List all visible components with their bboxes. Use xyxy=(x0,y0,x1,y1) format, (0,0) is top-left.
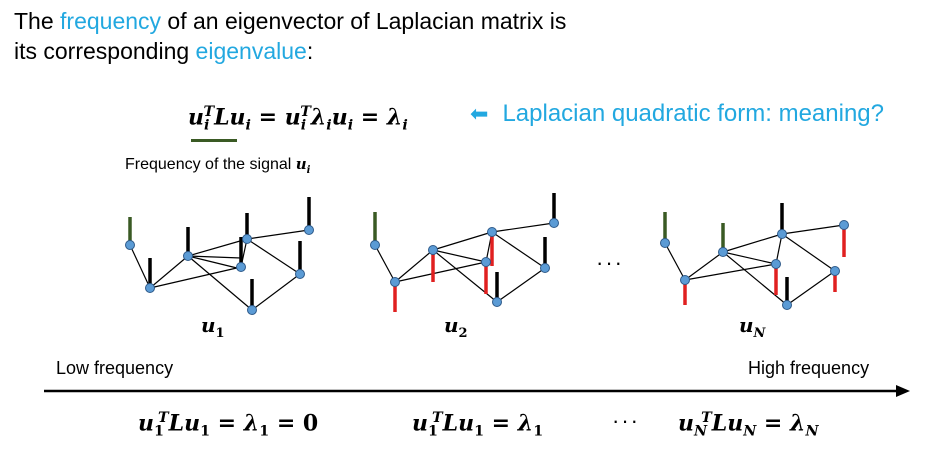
graph-u1 xyxy=(125,197,314,315)
bottom-equation-N: uNTLuN = λN xyxy=(678,410,819,440)
graph-label-uN: uN xyxy=(739,313,766,341)
bottom-equation-1: u1TLu1 = λ1 = 0 xyxy=(138,410,319,440)
axis-low-label: Low frequency xyxy=(56,358,174,378)
axis-high-label: High frequency xyxy=(748,358,870,378)
slide-title: The frequency of an eigenvector of Lapla… xyxy=(14,6,566,66)
title-line-2: its corresponding eigenvalue: xyxy=(14,38,314,64)
graph-uN xyxy=(660,203,849,310)
graph-u1-stems xyxy=(128,197,311,310)
bottom-equation-2: u1TLu1 = λ1 xyxy=(412,410,544,440)
graph-ellipsis: ··· xyxy=(596,250,624,275)
graph-uN-nodes xyxy=(660,220,849,310)
graph-u2-nodes xyxy=(370,218,559,307)
graph-u2 xyxy=(370,193,559,312)
graph-u1-nodes xyxy=(125,225,314,315)
frequency-label: Frequency of the signal ui xyxy=(125,155,311,177)
graph-uN-edges xyxy=(664,224,845,306)
bottom-ellipsis: ··· xyxy=(612,408,640,433)
frequency-axis-arrow xyxy=(44,385,910,397)
graph-u2-stems xyxy=(373,193,556,312)
equation-underline xyxy=(191,139,237,142)
graph-u2-edges xyxy=(374,222,555,303)
eigenvalue-highlight: eigenvalue xyxy=(195,38,307,64)
graph-u1-edges xyxy=(129,229,310,311)
graph-uN-stems xyxy=(663,203,846,305)
graph-label-u2: u2 xyxy=(444,313,468,341)
quadratic-form-note: ⬅ Laplacian quadratic form: meaning? xyxy=(470,100,884,127)
frequency-highlight: frequency xyxy=(60,8,162,34)
graph-label-u1: u1 xyxy=(201,313,225,341)
title-line-1: The frequency of an eigenvector of Lapla… xyxy=(14,8,567,34)
main-equation: uiTLui = uiTλiui = λi xyxy=(188,104,408,134)
left-arrow-icon: ⬅ xyxy=(470,101,489,126)
